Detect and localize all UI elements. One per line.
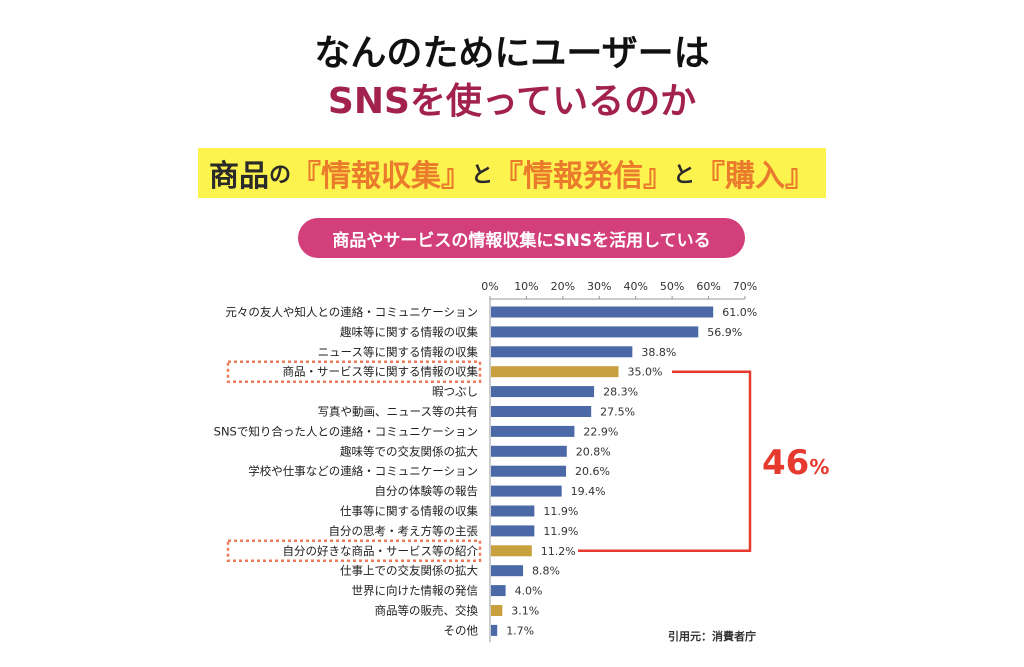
x-tick-label: 70%	[733, 280, 757, 293]
banner-part: と	[470, 163, 493, 188]
callout-value: 46	[762, 443, 810, 483]
bar	[491, 545, 532, 557]
value-label: 3.1%	[511, 605, 539, 618]
value-label: 19.4%	[571, 485, 606, 498]
bar	[491, 465, 567, 477]
category-label: 自分の思考・考え方等の主張	[329, 524, 479, 538]
x-tick-label: 30%	[587, 280, 611, 293]
value-label: 27.5%	[600, 406, 635, 419]
category-label: 暇つぶし	[432, 385, 478, 399]
banner-part: の	[268, 163, 291, 188]
value-label: 11.9%	[543, 505, 578, 518]
banner-part: と	[673, 163, 696, 188]
value-label: 61.0%	[722, 306, 757, 319]
highlight-box	[226, 539, 482, 563]
value-label: 56.9%	[707, 326, 742, 339]
bar	[491, 326, 699, 338]
bar	[491, 386, 595, 398]
bar	[491, 525, 535, 537]
value-label: 20.6%	[575, 465, 610, 478]
value-label: 11.9%	[543, 525, 578, 538]
x-tick-label: 40%	[623, 280, 647, 293]
x-tick-label: 10%	[514, 280, 538, 293]
category-label: 仕事等に関する情報の収集	[340, 504, 478, 518]
category-label: SNSで知り合った人との連絡・コミュニケーション	[214, 424, 478, 438]
bar	[491, 505, 535, 517]
category-label: 趣味等での交友関係の拡大	[340, 444, 478, 458]
category-label: 自分の好きな商品・サービス等の紹介	[283, 544, 479, 558]
category-label: 世界に向けた情報の発信	[352, 584, 479, 598]
category-label: 自分の体験等の報告	[375, 484, 479, 498]
x-tick-label: 60%	[696, 280, 720, 293]
bracket-line	[578, 370, 752, 553]
category-label: 仕事上での交友関係の拡大	[340, 564, 478, 578]
value-label: 38.8%	[641, 346, 676, 359]
banner-part: 『購入』	[695, 159, 816, 194]
banner-part: 『情報収集』	[290, 159, 471, 194]
subtitle-pill: 商品やサービスの情報収集にSNSを活用している	[298, 218, 745, 258]
value-label: 11.2%	[541, 545, 576, 558]
source-note: 引用元：消費者庁	[668, 630, 756, 643]
value-label: 4.0%	[515, 585, 543, 598]
highlight-box	[226, 360, 482, 383]
category-label: 写真や動画、ニュース等の共有	[318, 405, 478, 419]
category-label: 趣味等に関する情報の収集	[340, 325, 478, 339]
title-line2: SNSを使っているのか	[327, 81, 697, 122]
banner-part: 『情報発信』	[493, 159, 673, 194]
title-line1: なんのためにユーザーは	[314, 33, 710, 74]
category-label: 商品・サービス等に関する情報の収集	[283, 365, 479, 379]
value-label: 22.9%	[583, 425, 618, 438]
callout-percent: 46%	[762, 443, 829, 483]
bar	[491, 565, 524, 577]
value-label: 28.3%	[603, 386, 638, 399]
bar	[491, 605, 503, 616]
bar	[491, 585, 506, 597]
bar	[491, 425, 575, 437]
category-label: 元々の友人や知人との連絡・コミュニケーション	[225, 305, 478, 319]
value-label: 35.0%	[628, 366, 663, 379]
banner-part: 商品	[208, 159, 269, 194]
category-label: ニュース等に関する情報の収集	[318, 345, 479, 359]
category-label: その他	[444, 623, 479, 637]
bar	[491, 445, 567, 457]
callout-unit: %	[809, 455, 830, 479]
x-tick-label: 0%	[481, 280, 498, 293]
banner: 商品 の 『情報収集』 と 『情報発信』 と 『購入』	[198, 148, 826, 198]
bar	[491, 624, 498, 636]
bar	[491, 485, 562, 497]
value-label: 1.7%	[506, 624, 534, 637]
value-label: 20.8%	[576, 445, 611, 458]
bar	[491, 346, 633, 358]
category-label: 商品等の販売、交換	[375, 604, 479, 618]
bar	[491, 306, 714, 318]
x-tick-label: 20%	[551, 280, 575, 293]
category-label: 学校や仕事などの連絡・コミュニケーション	[248, 464, 478, 478]
x-tick-label: 50%	[660, 280, 684, 293]
value-label: 8.8%	[532, 565, 560, 578]
bar	[491, 366, 619, 378]
bar	[491, 406, 592, 417]
